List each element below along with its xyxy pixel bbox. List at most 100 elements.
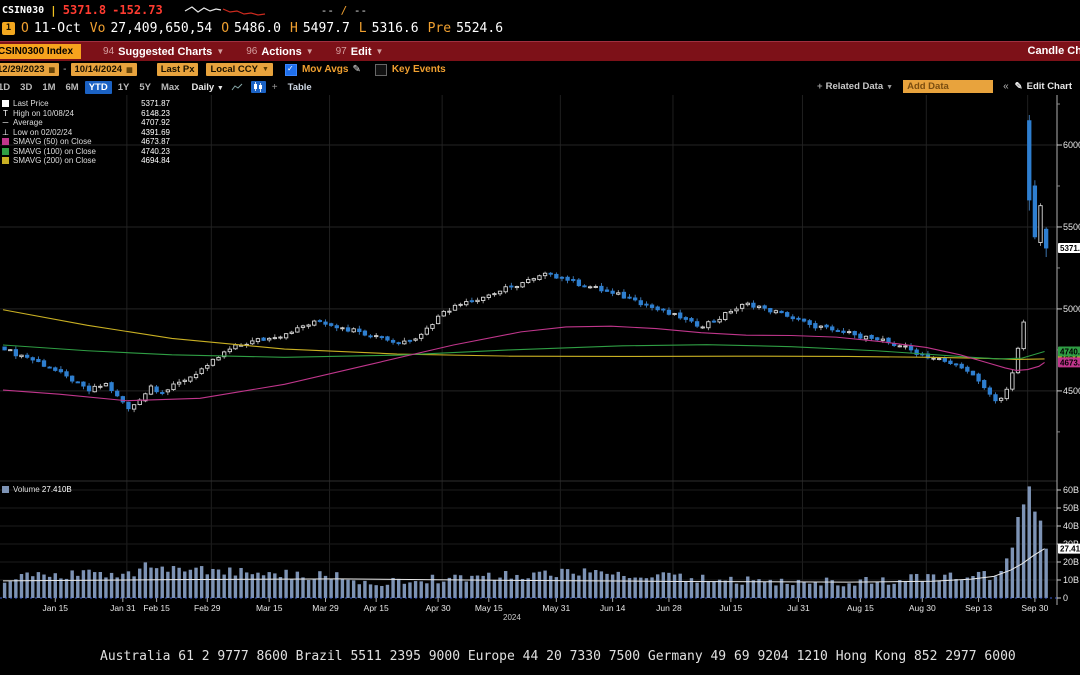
line-chart-icon[interactable] [230, 81, 245, 93]
chevron-down-icon: ▼ [262, 66, 269, 73]
volume-bars [2, 486, 1048, 598]
legend-label: Low on 02/02/24 [13, 127, 73, 137]
ohlc-pair: O 11-Oct [21, 21, 81, 36]
date-tick-label: Apr 30 [426, 603, 451, 613]
frequency-select[interactable]: Daily ▼ [191, 81, 224, 93]
period-button-3D[interactable]: 3D [20, 81, 33, 93]
volume-ma-badge [1058, 543, 1080, 554]
legend-row: ⊥ Low on 02/02/24 4391.69 [2, 128, 170, 138]
period-button-1Y[interactable]: 1Y [117, 81, 130, 93]
candle-chart-icon[interactable] [250, 81, 266, 93]
period-button-6M[interactable]: 6M [65, 81, 79, 93]
date-tick-label: Feb 29 [194, 603, 221, 613]
svg-text:4673.87: 4673.87 [1060, 358, 1080, 367]
price-tick-label: 6000 [1063, 140, 1080, 150]
legend-label: SMAVG (100) on Close [13, 146, 96, 156]
volume-legend-value: 27.410B [41, 485, 72, 494]
menu-item-edit[interactable]: 97 Edit ▼ [335, 45, 384, 58]
menu-item-actions[interactable]: 96 Actions ▼ [246, 45, 314, 58]
date-tick-label: Jul 15 [720, 603, 743, 613]
volume-legend: Volume 27.410B [2, 485, 72, 494]
security-field[interactable]: CSIN0300 Index [0, 44, 82, 59]
volume-swatch [2, 486, 9, 493]
SMAVG-100-line [2, 344, 1045, 360]
table-button[interactable]: Table [287, 81, 312, 93]
candlestick-series [2, 115, 1049, 413]
mov-avgs-checkbox[interactable] [284, 63, 297, 76]
date-tick-label: Apr 15 [364, 603, 389, 613]
legend-value: 4391.69 [141, 127, 170, 137]
legend-value: 4673.87 [141, 137, 170, 147]
period-button-YTD[interactable]: YTD [84, 80, 112, 94]
date-tick-label: Jan 15 [43, 603, 69, 613]
date-tick-label: Jul 31 [787, 603, 810, 613]
related-data-label: Related Data [825, 81, 884, 92]
date-tick-label: Jan 31 [110, 603, 136, 613]
ohlc-pair: L 5316.6 [358, 21, 419, 36]
currency-select[interactable]: Local CCY ▼ [206, 63, 273, 76]
related-data-button[interactable]: + Related Data ▼ [817, 81, 894, 92]
legend-label: SMAVG (200) on Close [13, 156, 96, 166]
intraday-sparkline [184, 6, 265, 16]
price-field-value: Last Px [160, 64, 195, 75]
function-title: Candle Chart [1027, 45, 1080, 57]
security-monitor-icon[interactable]: 1 [2, 22, 15, 35]
tick-indicator: | [50, 3, 57, 17]
date-from-value: 12/29/2023 [0, 64, 45, 75]
ohlc-pair: Pre 5524.6 [427, 21, 504, 36]
period-button-Max[interactable]: Max [160, 81, 180, 93]
date-tick-label: May 31 [542, 603, 570, 613]
edit-mov-avgs-icon[interactable]: ✎ [352, 64, 361, 75]
axis-year-label: 2024 [503, 613, 521, 622]
legend-row: Last Price 5371.87 [2, 99, 170, 109]
menu-item-suggested-charts[interactable]: 94 Suggested Charts ▼ [103, 45, 225, 58]
period-button-1M[interactable]: 1M [42, 81, 56, 93]
footer-phones-1: Australia 61 2 9777 8600 Brazil 5511 239… [100, 649, 1016, 664]
bid-ask-quote: -- / -- [321, 4, 367, 17]
key-events-checkbox[interactable] [374, 63, 387, 76]
collapse-icon[interactable]: « [1003, 81, 1009, 92]
price-badge [1058, 242, 1080, 253]
date-to-input[interactable]: 10/14/2024 ▦ [70, 63, 137, 76]
legend-row: SMAVG (200) on Close 4694.84 [2, 156, 170, 166]
date-to-value: 10/14/2024 [74, 64, 123, 75]
date-tick-label: Sep 30 [1021, 603, 1048, 613]
last-price: 5371.8 [62, 3, 107, 17]
date-tick-label: Mar 29 [312, 603, 339, 613]
mov-avgs-label: Mov Avgs [301, 64, 349, 75]
chart-svg[interactable]: 600055005000450060B50B40B30B20B10B0Jan 1… [0, 95, 1080, 615]
ticker-line: CSIN030 | 5371.8 -152.73 -- / -- [2, 3, 367, 17]
date-range-dash: - [63, 64, 67, 75]
volume-legend-label: Volume [13, 485, 40, 494]
price-field-select[interactable]: Last Px [156, 63, 199, 76]
price-tick-label: 5500 [1063, 222, 1080, 232]
date-from-input[interactable]: 12/29/2023 ▦ [0, 63, 60, 76]
legend-row: ─ Average 4707.92 [2, 118, 170, 128]
legend-row: SMAVG (50) on Close 4673.87 [2, 137, 170, 147]
legend-label: Average [13, 118, 43, 128]
chart-area[interactable]: 600055005000450060B50B40B30B20B10B0Jan 1… [0, 95, 1080, 622]
legend-marker: ─ [2, 118, 9, 128]
quote-slash: / [340, 3, 348, 17]
calendar-icon: ▦ [48, 66, 56, 74]
legend-value: 4694.84 [141, 156, 170, 166]
legend-value: 6148.23 [141, 108, 170, 118]
legend-swatch [2, 138, 9, 146]
ohlc-values: O 11-Oct Vo 27,409,650,54 O 5486.0 H 5497.7 L 531… [21, 21, 512, 36]
function-menu-bar: CSIN0300 Index 94 Suggested Charts ▼ 96 Acti… [0, 41, 1080, 61]
legend-label: Last Price [13, 99, 49, 109]
period-button-1D[interactable]: 1D [0, 81, 11, 93]
period-button-5Y[interactable]: 5Y [139, 81, 151, 93]
legend-row: SMAVG (100) on Close 4740.23 [2, 147, 170, 157]
volume-tick-label: 60B [1063, 485, 1079, 495]
add-data-input[interactable]: Add Data [903, 80, 994, 93]
frequency-value: Daily [191, 81, 215, 93]
edit-chart-button[interactable]: ✎ Edit Chart [1015, 81, 1072, 92]
add-panel-icon[interactable]: + [271, 81, 278, 93]
volume-tick-label: 40B [1063, 521, 1079, 531]
legend-marker: ⊥ [2, 127, 9, 137]
legend-label: SMAVG (50) on Close [13, 137, 92, 147]
period-bar: 1D 3D 1M 6M YTD 1Y 5Y Max Daily ▼ + Table + Rela… [0, 79, 1080, 95]
volume-tick-label: 20B [1063, 557, 1079, 567]
